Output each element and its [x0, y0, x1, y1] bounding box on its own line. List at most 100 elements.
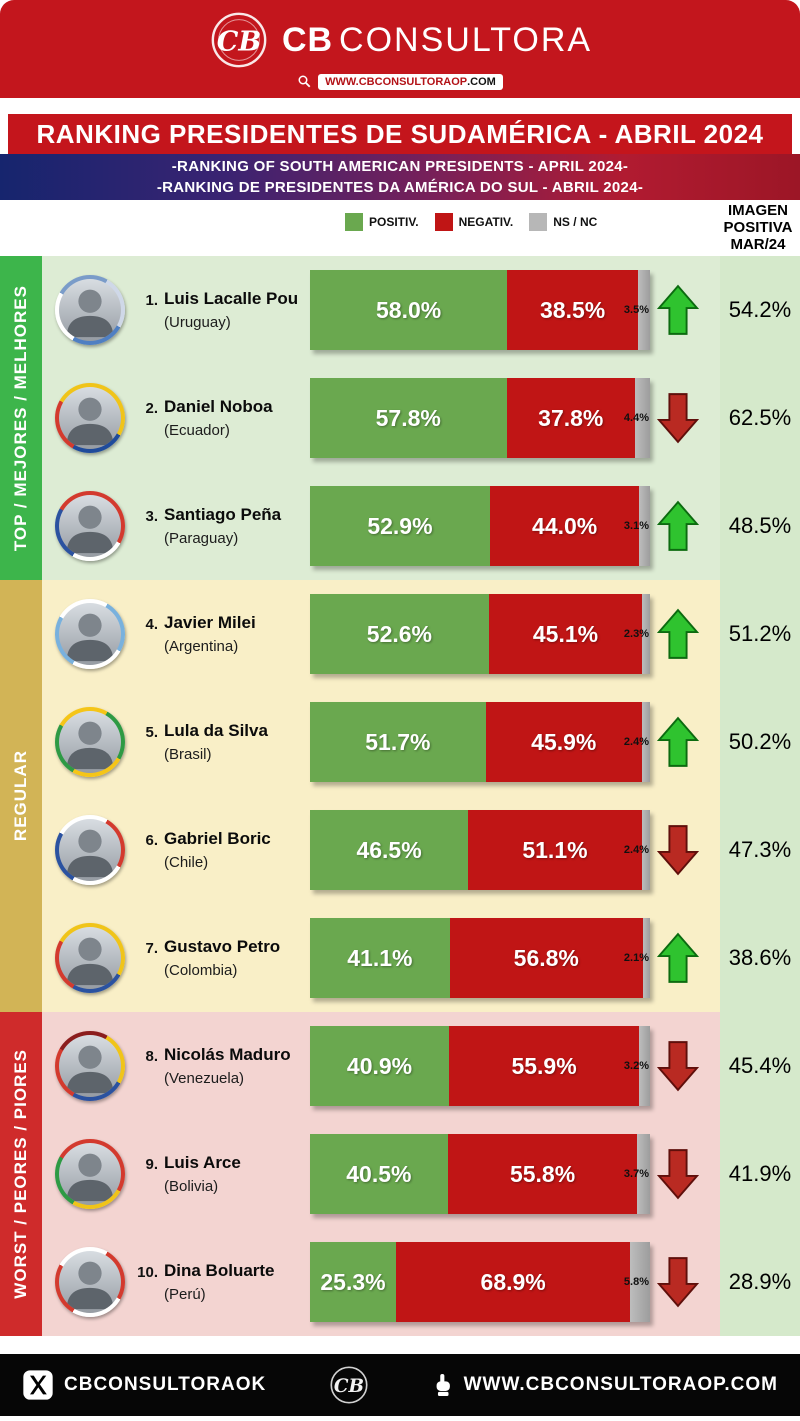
positive-segment: 51.7%	[310, 702, 486, 782]
negative-value: 51.1%	[522, 836, 588, 863]
approval-bar: 40.9% 55.9% 3.2%	[310, 1026, 650, 1106]
president-row: 6. Gabriel Boric (Chile) 46.5% 51.1% 2.4…	[42, 796, 800, 904]
nsnc-value: 3.7%	[623, 1168, 649, 1180]
hand-cursor-icon	[436, 1374, 450, 1396]
president-row: 8. Nicolás Maduro (Venezuela) 40.9% 55.9…	[42, 1012, 800, 1120]
svg-text:CB: CB	[334, 1376, 364, 1397]
president-name: Gabriel Boric	[164, 829, 271, 849]
trend-down-arrow	[650, 1148, 706, 1200]
twitter-handle-link[interactable]: CBCONSULTORAOK	[22, 1369, 266, 1401]
president-identity: 2. Daniel Noboa (Ecuador)	[128, 397, 310, 438]
president-photo-inner	[59, 1035, 121, 1097]
previous-month-value: 28.9%	[720, 1228, 800, 1336]
president-photo-inner	[59, 1251, 121, 1313]
cb-logo-icon: CB	[211, 12, 267, 67]
negative-value: 44.0%	[532, 512, 598, 539]
positive-value: 40.5%	[346, 1160, 412, 1187]
nsnc-value: 3.2%	[623, 1060, 649, 1072]
president-name-block: Luis Lacalle Pou (Uruguay)	[164, 289, 298, 330]
president-photo-inner	[59, 279, 121, 341]
positive-value: 40.9%	[346, 1052, 413, 1079]
president-photo-ring	[55, 1031, 125, 1101]
header-website-link[interactable]: WWW.CBCONSULTORAOP .COM	[318, 73, 503, 90]
positive-value: 51.7%	[365, 728, 431, 755]
approval-bar: 41.1% 56.8% 2.1%	[310, 918, 650, 998]
nsnc-value: 2.4%	[623, 736, 649, 748]
previous-month-value: 38.6%	[720, 904, 800, 1012]
approval-bar: 51.7% 45.9% 2.4%	[310, 702, 650, 782]
negative-value: 45.1%	[532, 620, 599, 647]
president-photo	[52, 383, 128, 453]
president-photo-inner	[59, 819, 121, 881]
president-name-block: Santiago Peña (Paraguay)	[164, 505, 281, 546]
trend-arrow-icon	[657, 1257, 699, 1308]
president-name: Nicolás Maduro	[164, 1045, 291, 1065]
president-photo-inner	[59, 1143, 121, 1205]
legend-nsnc-swatch	[529, 213, 548, 231]
previous-month-value: 48.5%	[720, 472, 800, 580]
negative-value: 37.8%	[538, 404, 604, 431]
previous-month-value: 51.2%	[720, 580, 800, 688]
president-photo-inner	[59, 495, 121, 557]
rank-number: 2.	[145, 400, 158, 418]
trend-up-arrow	[650, 284, 706, 336]
president-name-block: Dina Boluarte (Perú)	[164, 1261, 275, 1302]
subtitle-banner: -RANKING OF SOUTH AMERICAN PRESIDENTS - …	[0, 154, 800, 200]
president-country: (Ecuador)	[164, 421, 230, 439]
president-country: (Uruguay)	[164, 313, 231, 331]
group-rows: 8. Nicolás Maduro (Venezuela) 40.9% 55.9…	[42, 1012, 800, 1336]
nsnc-segment	[635, 378, 650, 458]
magnifier-icon	[298, 75, 311, 88]
president-country: (Brasil)	[164, 745, 212, 763]
legend-nsnc-label: NS / NC	[553, 215, 598, 229]
president-name-block: Javier Milei (Argentina)	[164, 613, 256, 654]
positive-segment: 25.3%	[310, 1242, 397, 1322]
footer-bar: CBCONSULTORAOK CB WWW.CBCONSULTORAOP.COM	[0, 1354, 800, 1416]
rank-number: 3.	[145, 508, 158, 526]
president-identity: 4. Javier Milei (Argentina)	[128, 613, 310, 654]
president-photo-ring	[55, 275, 125, 345]
positive-segment: 57.8%	[310, 378, 507, 458]
president-identity: 10. Dina Boluarte (Perú)	[128, 1261, 310, 1302]
trend-up-arrow	[650, 932, 706, 984]
president-name: Santiago Peña	[164, 505, 282, 525]
negative-segment: 45.1%	[488, 594, 643, 674]
president-photo	[52, 707, 128, 777]
president-row: 2. Daniel Noboa (Ecuador) 57.8% 37.8% 4.…	[42, 364, 800, 472]
president-identity: 8. Nicolás Maduro (Venezuela)	[128, 1045, 310, 1086]
legend-item-nsnc: NS / NC	[529, 213, 597, 231]
negative-value: 45.9%	[531, 728, 597, 755]
positive-value: 25.3%	[320, 1268, 386, 1295]
president-photo	[52, 1247, 128, 1317]
ranking-group: WORST / PEORES / PIORES 8. Nicolás Madur…	[0, 1012, 800, 1336]
positive-segment: 52.9%	[310, 486, 490, 566]
nsnc-segment	[639, 486, 650, 566]
president-name: Luis Lacalle Pou	[164, 289, 299, 309]
president-photo	[52, 815, 128, 885]
group-rows: 4. Javier Milei (Argentina) 52.6% 45.1% …	[42, 580, 800, 1012]
legend-negative-label: NEGATIV.	[458, 215, 514, 229]
approval-bar: 52.9% 44.0% 3.1%	[310, 486, 650, 566]
trend-up-arrow	[650, 716, 706, 768]
positive-segment: 58.0%	[310, 270, 508, 350]
previous-month-value: 41.9%	[720, 1120, 800, 1228]
footer-website-link[interactable]: WWW.CBCONSULTORAOP.COM	[432, 1372, 778, 1398]
negative-value: 56.8%	[513, 944, 579, 971]
negative-segment: 51.1%	[468, 810, 642, 890]
president-photo-ring	[55, 599, 125, 669]
approval-bar: 57.8% 37.8% 4.4%	[310, 378, 650, 458]
president-country: (Venezuela)	[164, 1069, 245, 1087]
president-country: (Colombia)	[164, 961, 238, 979]
president-photo-ring	[55, 1139, 125, 1209]
rank-number: 1.	[145, 292, 158, 310]
president-row: 3. Santiago Peña (Paraguay) 52.9% 44.0% …	[42, 472, 800, 580]
president-row: 9. Luis Arce (Bolivia) 40.5% 55.8% 3.7% …	[42, 1120, 800, 1228]
president-photo	[52, 923, 128, 993]
president-country: (Argentina)	[164, 637, 239, 655]
president-name-block: Gustavo Petro (Colombia)	[164, 937, 280, 978]
president-row: 4. Javier Milei (Argentina) 52.6% 45.1% …	[42, 580, 800, 688]
negative-segment: 38.5%	[507, 270, 639, 350]
legend-positive-label: POSITIV.	[369, 215, 419, 229]
subtitle-portuguese: -RANKING DE PRESIDENTES DA AMÉRICA DO SU…	[156, 179, 644, 196]
